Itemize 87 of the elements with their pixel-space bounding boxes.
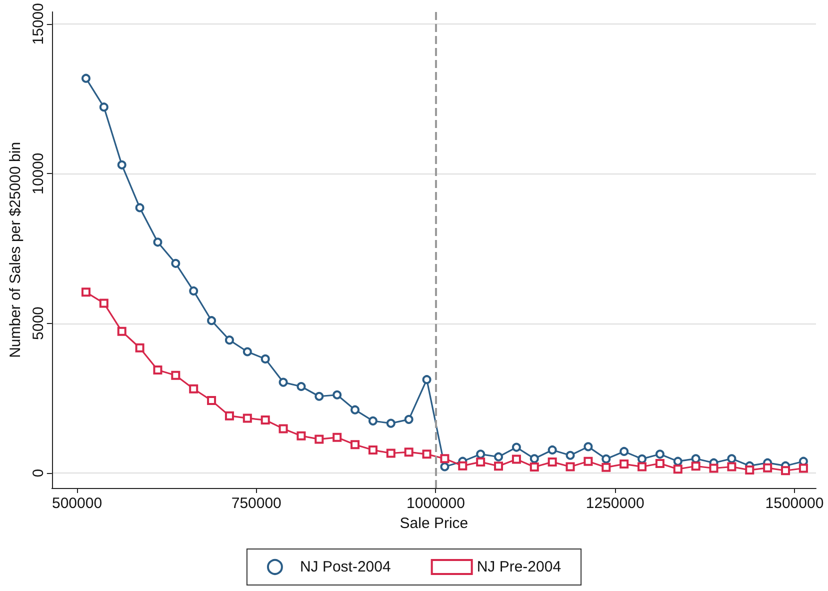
point: [512, 454, 521, 464]
point: [153, 238, 162, 247]
point: [404, 414, 414, 424]
y-axis-title: Number of Sales per $25000 bin: [7, 142, 24, 358]
point: [548, 445, 557, 454]
point: [494, 462, 504, 471]
point: [386, 448, 396, 458]
point: [602, 462, 611, 472]
point: [224, 336, 234, 345]
point: [278, 378, 288, 387]
point: [368, 416, 378, 426]
point: [189, 286, 198, 296]
x-axis-title: Sale Price: [400, 514, 468, 532]
point: [763, 463, 772, 472]
y-tick-label: 15000: [30, 2, 47, 45]
point: [602, 454, 611, 464]
point: [242, 347, 252, 356]
x-tick-label: 1250000: [586, 495, 644, 512]
point: [548, 457, 557, 466]
point: [296, 431, 306, 440]
point: [781, 466, 790, 476]
point: [117, 326, 126, 336]
point: [422, 450, 432, 459]
point: [207, 396, 216, 406]
x-tick-label: 1500000: [765, 495, 824, 512]
point: [655, 458, 664, 468]
point: [296, 382, 306, 391]
point: [314, 434, 324, 444]
point: [242, 414, 252, 423]
point: [673, 464, 682, 474]
point: [620, 446, 629, 456]
y-tick-label: 10000: [30, 152, 47, 194]
legend-label: NJ Post-2004: [300, 558, 391, 576]
point: [638, 454, 647, 464]
point: [584, 442, 593, 452]
point: [81, 74, 90, 83]
point: [314, 392, 324, 401]
point: [81, 288, 90, 297]
point: [135, 203, 144, 212]
point: [260, 416, 270, 425]
x-tick-label: 500000: [52, 495, 102, 512]
point: [207, 316, 216, 326]
point: [332, 432, 342, 442]
point: [530, 454, 539, 464]
point: [260, 354, 270, 364]
point: [638, 462, 647, 472]
point: [189, 384, 198, 394]
point: [476, 457, 486, 466]
x-tick-label: 1000000: [406, 495, 465, 512]
point: [171, 258, 180, 268]
point: [798, 464, 808, 473]
y-tick-label: 5000: [30, 306, 47, 340]
point: [386, 418, 396, 428]
point: [620, 460, 629, 469]
point: [278, 424, 288, 434]
point: [458, 461, 468, 470]
point: [727, 454, 736, 464]
y-tick-label: 0: [30, 468, 47, 478]
point: [135, 343, 144, 352]
point: [350, 440, 360, 450]
point: [566, 450, 575, 460]
point: [709, 464, 718, 473]
point: [99, 102, 108, 112]
point: [99, 298, 108, 308]
point: [655, 450, 664, 459]
point: [332, 390, 342, 400]
point: [153, 366, 162, 375]
point: [673, 456, 682, 466]
point: [727, 462, 736, 472]
point: [584, 456, 593, 466]
point: [350, 405, 360, 414]
point: [224, 411, 234, 420]
point: [512, 442, 521, 452]
point: [117, 160, 126, 170]
point: [440, 462, 450, 472]
legend-label: NJ Pre-2004: [476, 558, 562, 576]
point: [422, 375, 432, 384]
point: [404, 448, 414, 457]
point: [440, 454, 450, 464]
point: [171, 370, 180, 380]
point: [494, 452, 504, 462]
point: [745, 466, 754, 475]
point: [566, 462, 575, 472]
point: [530, 462, 539, 472]
point: [368, 445, 378, 454]
x-tick-label: 750000: [231, 495, 282, 512]
point: [691, 462, 700, 471]
